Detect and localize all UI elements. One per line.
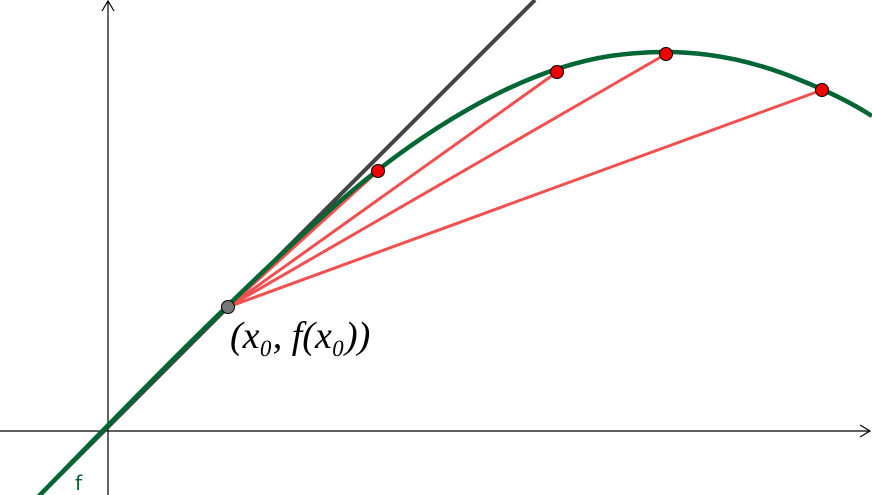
x-axis-arrow — [859, 424, 872, 438]
y-axis-arrow — [101, 0, 115, 12]
curve — [36, 49, 872, 495]
secant — [227, 52, 667, 309]
point — [371, 164, 385, 178]
secant — [227, 88, 823, 309]
point — [815, 83, 829, 97]
point — [550, 65, 564, 79]
point-label: (x₀, f(x₀)) — [230, 315, 370, 357]
base-point — [221, 300, 235, 314]
secant — [227, 70, 558, 309]
secants — [226, 52, 823, 309]
points — [221, 47, 829, 314]
curve-label: f — [75, 471, 83, 495]
point — [659, 47, 673, 61]
